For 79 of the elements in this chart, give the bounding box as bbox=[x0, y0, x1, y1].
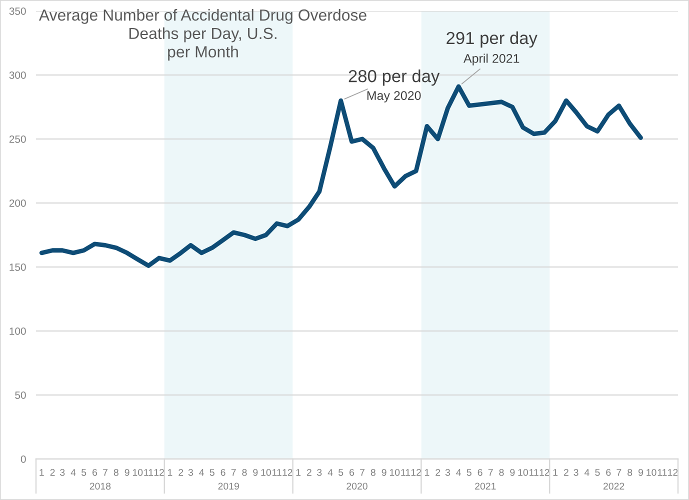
x-tick-label: 1 bbox=[425, 469, 430, 476]
x-tick-label: 7 bbox=[616, 469, 622, 476]
y-tick-label: 150 bbox=[10, 264, 26, 271]
x-tick-label: 2 bbox=[178, 468, 184, 476]
x-tick-label: 4 bbox=[70, 469, 76, 476]
x-tick-label: 6 bbox=[92, 468, 97, 476]
x-tick-label: 11 bbox=[272, 469, 282, 476]
annotation: May 2020 bbox=[367, 91, 421, 102]
x-tick-label: 1 bbox=[553, 469, 558, 476]
x-tick-label: 7 bbox=[231, 469, 236, 476]
text: 2020 bbox=[346, 482, 368, 490]
x-tick-label: 5 bbox=[82, 469, 86, 476]
x-tick-label: 3 bbox=[574, 468, 578, 476]
x-tick-label: 6 bbox=[478, 468, 482, 476]
x-tick-label: 2 bbox=[50, 468, 55, 476]
annotation: April 2021 bbox=[463, 54, 520, 66]
x-tick-label: 10 bbox=[518, 468, 528, 476]
x-tick-label: 9 bbox=[638, 468, 643, 476]
y-tick-label: 100 bbox=[10, 328, 26, 335]
x-tick-label: 6 bbox=[220, 468, 226, 476]
x-tick-label: 1 bbox=[296, 469, 301, 476]
y-tick-label: 0 bbox=[20, 456, 26, 463]
x-tick-label: 8 bbox=[114, 468, 118, 476]
x-tick-label: 3 bbox=[188, 468, 193, 476]
annotation: 291 per day bbox=[446, 31, 538, 48]
x-tick-label: 12 bbox=[411, 468, 421, 476]
x-tick-label: 7 bbox=[103, 469, 108, 476]
x-tick-label: 4 bbox=[328, 469, 333, 476]
x-tick-label: 2 bbox=[306, 468, 312, 476]
x-tick-label: 4 bbox=[456, 469, 462, 476]
x-tick-label: 11 bbox=[530, 469, 538, 476]
x-tick-label: 8 bbox=[242, 468, 247, 476]
x-tick-label: 1 bbox=[40, 469, 44, 476]
x-tick-label: 1 bbox=[168, 469, 172, 476]
x-tick-label: 9 bbox=[382, 468, 386, 476]
text: 2021 bbox=[475, 482, 496, 490]
x-tick-label: 6 bbox=[606, 468, 611, 476]
text: Average Number of Accidental Drug Overdose Deaths per Day, U.S. per Month bbox=[38, 9, 366, 61]
x-tick-label: 8 bbox=[370, 468, 376, 476]
x-tick-label: 9 bbox=[510, 468, 515, 476]
x-tick-label: 3 bbox=[60, 468, 65, 476]
y-tick-label: 50 bbox=[15, 392, 26, 399]
y-tick-label: 250 bbox=[9, 136, 26, 143]
x-tick-label: 12 bbox=[154, 468, 164, 476]
x-tick-label: 8 bbox=[628, 468, 632, 476]
x-tick-label: 7 bbox=[488, 469, 493, 476]
annotation: 280 per day bbox=[348, 70, 440, 86]
x-tick-label: 2 bbox=[564, 468, 568, 476]
x-tick-label: 12 bbox=[282, 468, 292, 476]
text: 2019 bbox=[218, 482, 239, 490]
x-tick-label: 9 bbox=[253, 468, 258, 476]
x-tick-label: 4 bbox=[199, 469, 204, 476]
line-series bbox=[39, 84, 643, 268]
y-tick-label: 300 bbox=[9, 72, 26, 79]
y-tick-label: 350 bbox=[9, 8, 26, 15]
x-tick-label: 5 bbox=[338, 469, 344, 476]
x-tick-label: 4 bbox=[584, 469, 590, 476]
x-tick-label: 10 bbox=[390, 468, 400, 476]
x-tick-label: 6 bbox=[350, 468, 354, 476]
x-tick-label: 9 bbox=[124, 468, 130, 476]
x-tick-label: 11 bbox=[658, 469, 667, 476]
x-tick-label: 5 bbox=[210, 469, 214, 476]
x-tick-label: 12 bbox=[540, 468, 550, 476]
y-tick-label: 200 bbox=[9, 200, 26, 207]
x-tick-label: 8 bbox=[499, 468, 504, 476]
x-tick-label: 10 bbox=[261, 468, 271, 476]
x-tick-label: 10 bbox=[646, 468, 656, 476]
x-tick-label: 5 bbox=[466, 469, 472, 476]
x-tick-label: 3 bbox=[445, 468, 450, 476]
text: 2022 bbox=[603, 482, 624, 490]
x-tick-label: 2 bbox=[436, 468, 440, 476]
x-tick-label: 11 bbox=[401, 469, 410, 476]
x-tick-label: 7 bbox=[360, 469, 364, 476]
x-tick-label: 12 bbox=[668, 468, 678, 476]
text: 2018 bbox=[90, 482, 111, 490]
x-tick-label: 3 bbox=[317, 468, 322, 476]
x-tick-label: 5 bbox=[595, 469, 600, 476]
x-tick-label: 10 bbox=[132, 468, 143, 476]
x-tick-label: 11 bbox=[144, 469, 154, 476]
